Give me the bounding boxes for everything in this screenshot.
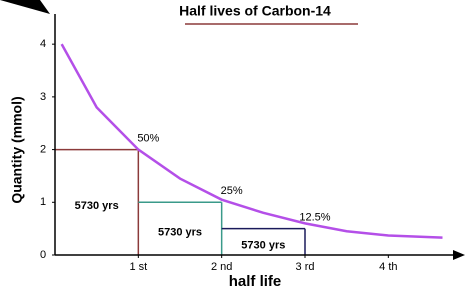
y-axis-label: Quantity (mmol) — [9, 96, 25, 203]
x-tick-label: 1 st — [129, 261, 147, 273]
y-tick-label: 4 — [40, 38, 46, 50]
x-axis-label: half life — [229, 273, 282, 290]
x-tick-label: 4 th — [379, 261, 397, 273]
y-tick-label: 3 — [40, 91, 46, 103]
step-label: 5730 yrs — [75, 200, 119, 212]
percent-label: 50% — [137, 132, 159, 144]
y-tick-label: 1 — [40, 196, 46, 208]
percent-label: 12.5% — [299, 212, 330, 224]
step-label: 5730 yrs — [241, 240, 285, 252]
y-tick-label: 2 — [40, 143, 46, 155]
percent-label: 25% — [221, 185, 243, 197]
x-axis-arrow — [453, 250, 465, 260]
y-tick-label: 0 — [40, 249, 46, 261]
x-tick-label: 3 rd — [296, 261, 315, 273]
step-label: 5730 yrs — [158, 227, 202, 239]
x-tick-label: 2 nd — [211, 261, 232, 273]
corner-arrow — [0, 0, 50, 14]
chart-title: Half lives of Carbon-14 — [179, 3, 331, 19]
decay-curve — [60, 43, 443, 239]
